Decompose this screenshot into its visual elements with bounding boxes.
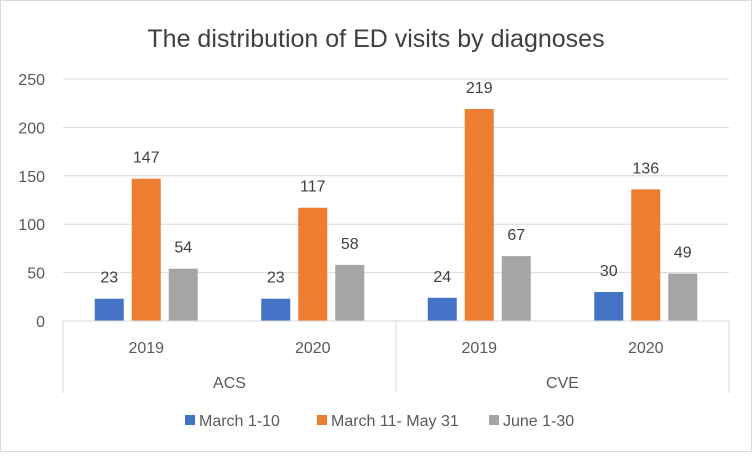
bars <box>94 109 698 322</box>
bar <box>668 273 698 321</box>
bar <box>168 268 198 321</box>
bar <box>427 297 457 321</box>
data-label: 58 <box>341 236 359 253</box>
legend-item: March 1-10 <box>185 413 280 430</box>
x-group-label: ACS <box>213 375 246 392</box>
y-tick-label: 50 <box>27 266 45 283</box>
chart-title: The distribution of ED visits by diagnos… <box>147 25 604 53</box>
legend-label: March 1-10 <box>199 413 280 430</box>
data-label: 23 <box>267 270 285 287</box>
y-tick-label: 0 <box>36 314 45 331</box>
data-label: 147 <box>133 150 160 167</box>
legend-item: March 11- May 31 <box>317 413 459 430</box>
gridlines <box>63 78 729 274</box>
bar <box>594 291 624 321</box>
data-label: 54 <box>174 240 192 257</box>
x-tick-label: 2019 <box>461 340 497 357</box>
y-tick-label: 200 <box>18 120 45 137</box>
legend-label: March 11- May 31 <box>331 413 459 430</box>
data-label: 49 <box>674 245 692 262</box>
y-tick-label: 150 <box>18 169 45 186</box>
legend-swatch <box>185 415 195 425</box>
data-label: 117 <box>300 179 326 196</box>
x-tick-label: 2020 <box>628 340 664 357</box>
bar <box>335 264 365 321</box>
x-tick-label: 2020 <box>295 340 331 357</box>
legend-swatch <box>489 415 499 425</box>
bar <box>94 298 124 321</box>
bar <box>464 109 494 322</box>
data-label: 219 <box>466 80 493 97</box>
bar <box>298 207 328 321</box>
x-tick-label: 2019 <box>128 340 164 357</box>
data-label: 23 <box>100 270 118 287</box>
data-label: 136 <box>632 160 659 177</box>
legend-item: June 1-30 <box>489 413 574 430</box>
y-tick-label: 250 <box>18 72 45 89</box>
x-axis: 2019 2020 ACS 2019 2020 CVE <box>62 320 730 393</box>
data-label: 24 <box>433 269 451 286</box>
data-label: 67 <box>507 227 525 244</box>
bar <box>631 189 661 321</box>
y-tick-label: 100 <box>18 217 45 234</box>
x-group-label: CVE <box>546 375 579 392</box>
legend-swatch <box>317 415 327 425</box>
data-labels: 23 147 54 23 117 58 24 219 67 30 136 49 <box>100 80 691 287</box>
legend: March 1-10 March 11- May 31 June 1-30 <box>185 413 574 430</box>
legend-label: June 1-30 <box>503 413 574 430</box>
bar <box>131 178 161 321</box>
data-label: 30 <box>600 263 618 280</box>
bar <box>501 256 531 321</box>
bar <box>261 298 291 321</box>
y-axis-ticks: 0 50 100 150 200 250 <box>18 72 45 331</box>
